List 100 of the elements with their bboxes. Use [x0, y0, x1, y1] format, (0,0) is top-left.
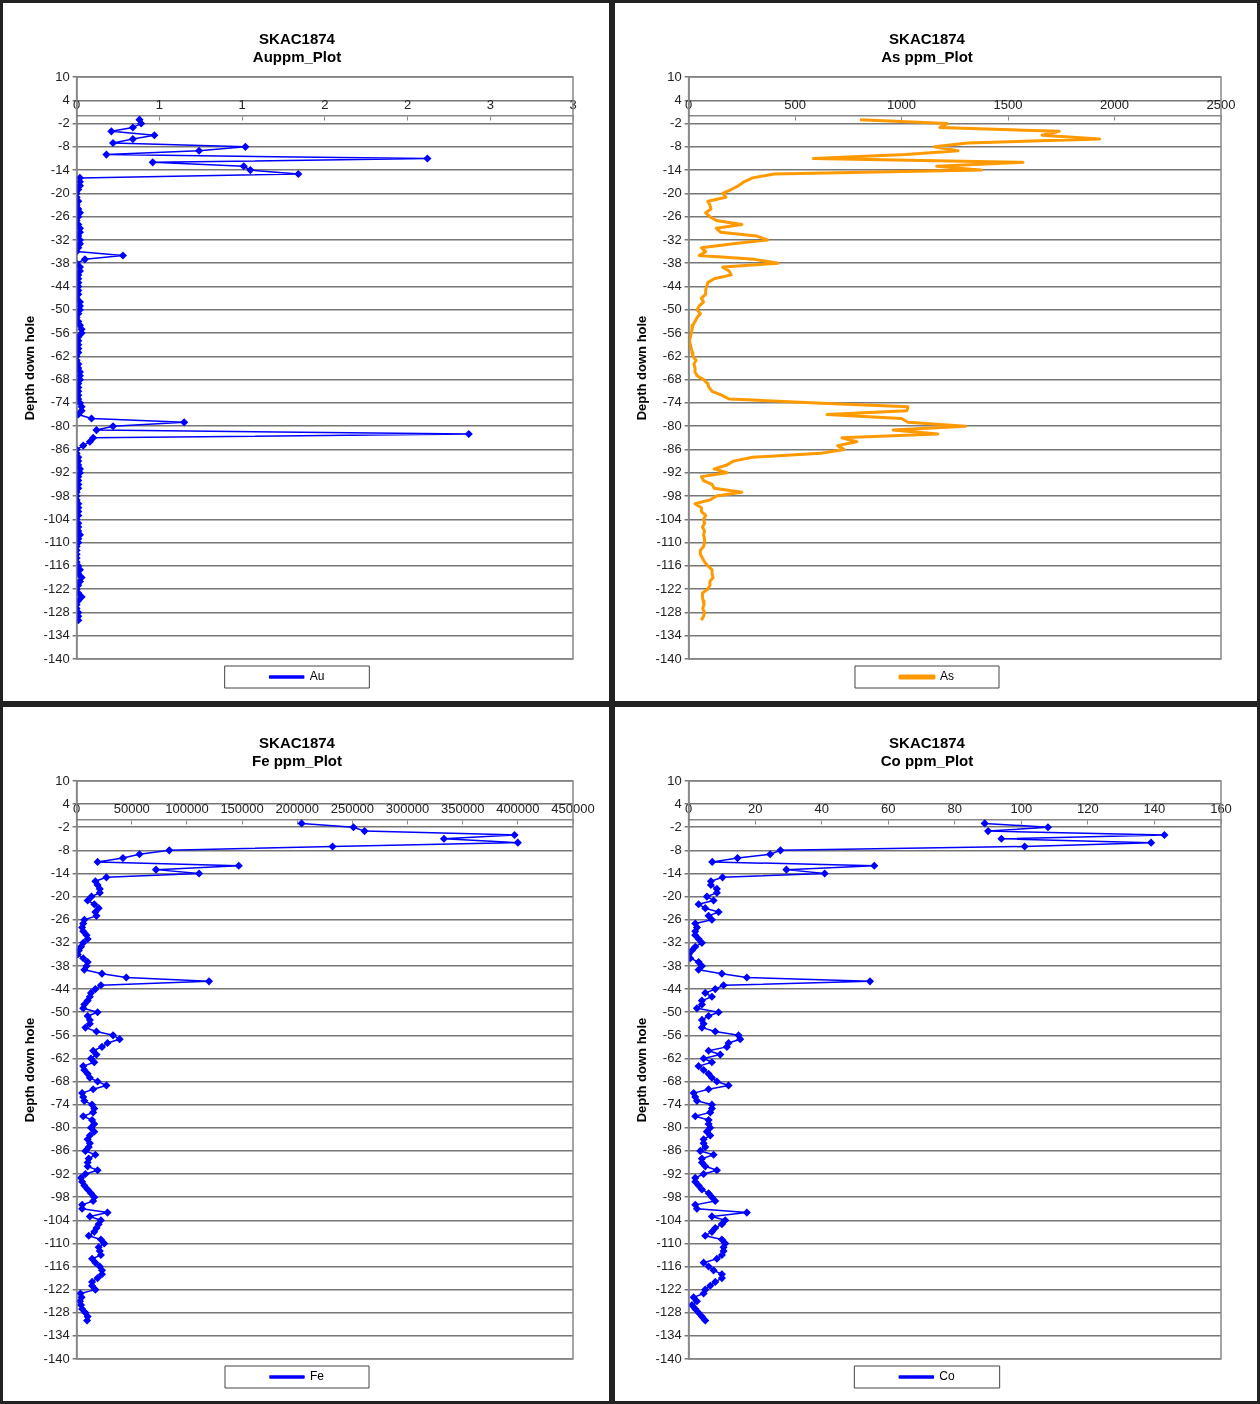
y-tick-label: -44 — [662, 278, 682, 294]
x-tick-label: 50000 — [113, 800, 150, 816]
y-tick-label: -20 — [50, 888, 70, 904]
y-tick-label: -14 — [662, 865, 682, 881]
y-tick-label: -8 — [58, 138, 70, 154]
legend-label: Au — [309, 669, 325, 684]
y-tick-label: -26 — [50, 911, 70, 927]
y-tick-label: -128 — [655, 604, 682, 620]
y-tick-label: -50 — [662, 1003, 682, 1019]
y-tick-label: -104 — [655, 510, 682, 526]
x-tick-label: 20 — [747, 800, 763, 816]
chart-title: SKAC1874 — [259, 734, 336, 752]
y-axis-title: Depth down hole — [634, 1017, 650, 1123]
y-tick-label: -2 — [58, 818, 70, 834]
y-tick-label: -68 — [50, 1073, 70, 1089]
y-tick-label: -80 — [662, 1119, 682, 1135]
y-tick-label: -62 — [662, 1050, 682, 1066]
y-tick-label: -50 — [662, 301, 682, 317]
y-tick-label: -98 — [50, 1188, 70, 1204]
y-tick-label: -20 — [662, 184, 682, 200]
y-tick-label: -14 — [50, 865, 70, 881]
y-tick-label: -8 — [670, 841, 682, 857]
x-tick-label: 400000 — [496, 800, 540, 816]
legend-label: As — [940, 669, 955, 684]
chart-subtitle: Co ppm_Plot — [880, 752, 974, 770]
y-tick-label: -26 — [662, 911, 682, 927]
y-tick-label: -122 — [655, 1281, 682, 1297]
y-tick-label: -38 — [662, 957, 682, 973]
y-tick-label: -32 — [662, 934, 682, 950]
chart-subtitle: Fe ppm_Plot — [251, 752, 343, 770]
y-tick-label: -68 — [662, 371, 682, 387]
y-tick-label: -110 — [656, 1234, 682, 1250]
y-tick-label: 10 — [55, 68, 70, 84]
y-tick-label: -2 — [58, 115, 70, 131]
y-tick-label: -140 — [43, 1350, 70, 1366]
y-tick-label: -32 — [50, 934, 70, 950]
y-tick-label: -98 — [662, 1188, 682, 1204]
y-tick-label: -20 — [662, 888, 682, 904]
y-tick-label: -62 — [662, 347, 682, 363]
x-tick-label: 1 — [155, 97, 163, 113]
y-tick-label: -74 — [50, 1096, 70, 1112]
y-tick-label: -116 — [656, 1258, 682, 1274]
y-tick-label: -38 — [662, 254, 682, 270]
y-tick-label: -26 — [50, 208, 70, 224]
y-tick-label: -56 — [50, 1026, 70, 1042]
y-tick-label: -50 — [50, 301, 70, 317]
y-tick-label: -8 — [58, 841, 70, 857]
chart-title: SKAC1874 — [259, 30, 336, 48]
y-tick-label: 10 — [55, 772, 70, 788]
y-tick-label: -122 — [43, 580, 70, 596]
y-tick-label: -116 — [656, 557, 682, 573]
y-tick-label: -122 — [655, 580, 682, 596]
y-tick-label: -140 — [655, 650, 682, 666]
x-tick-label: 60 — [881, 800, 896, 816]
y-tick-label: -104 — [43, 510, 70, 526]
y-tick-label: -2 — [670, 818, 682, 834]
y-tick-label: -62 — [50, 1050, 70, 1066]
y-axis-title: Depth down hole — [634, 315, 650, 421]
chart-subtitle: Auppm_Plot — [252, 48, 342, 66]
y-tick-label: -116 — [44, 557, 70, 573]
y-tick-label: -62 — [50, 347, 70, 363]
y-tick-label: -92 — [662, 1165, 682, 1181]
x-tick-label: 100 — [1010, 800, 1033, 816]
y-tick-label: -44 — [50, 278, 70, 294]
y-tick-label: -80 — [50, 417, 70, 433]
x-tick-label: 3 — [486, 97, 494, 113]
y-tick-label: -98 — [662, 487, 682, 503]
y-tick-label: -86 — [662, 1142, 682, 1158]
x-tick-label: 140 — [1143, 800, 1166, 816]
x-tick-label: 500 — [784, 97, 806, 113]
chart-title: SKAC1874 — [889, 30, 966, 48]
x-tick-label: 120 — [1077, 800, 1099, 816]
legend-label: Fe — [310, 1369, 325, 1384]
y-tick-label: -56 — [662, 1026, 682, 1042]
y-tick-label: -92 — [662, 464, 682, 480]
y-axis-title: Depth down hole — [22, 315, 38, 421]
y-tick-label: -134 — [43, 627, 70, 643]
y-tick-label: -92 — [50, 1165, 70, 1181]
x-tick-label: 2 — [321, 97, 329, 113]
y-tick-label: -128 — [43, 1304, 70, 1320]
y-tick-label: 4 — [674, 91, 682, 107]
y-tick-label: -56 — [50, 324, 70, 340]
y-tick-label: -80 — [662, 417, 682, 433]
y-tick-label: -140 — [43, 650, 70, 666]
x-tick-label: 2 — [403, 97, 412, 113]
y-tick-label: -110 — [44, 534, 70, 550]
x-tick-label: 450000 — [551, 800, 595, 816]
y-tick-label: -80 — [50, 1119, 70, 1135]
y-tick-label: -134 — [43, 1327, 70, 1343]
y-tick-label: -86 — [50, 441, 70, 457]
x-tick-label: 2000 — [1100, 97, 1129, 113]
y-tick-label: -110 — [656, 534, 682, 550]
chart-title: SKAC1874 — [889, 734, 966, 752]
y-tick-label: 4 — [674, 795, 682, 811]
x-tick-label: 1500 — [993, 97, 1023, 113]
y-tick-label: -122 — [43, 1281, 70, 1297]
y-tick-label: -50 — [50, 1003, 70, 1019]
y-tick-label: -74 — [662, 1096, 682, 1112]
x-tick-label: 1 — [238, 97, 246, 113]
y-tick-label: -44 — [50, 980, 70, 996]
